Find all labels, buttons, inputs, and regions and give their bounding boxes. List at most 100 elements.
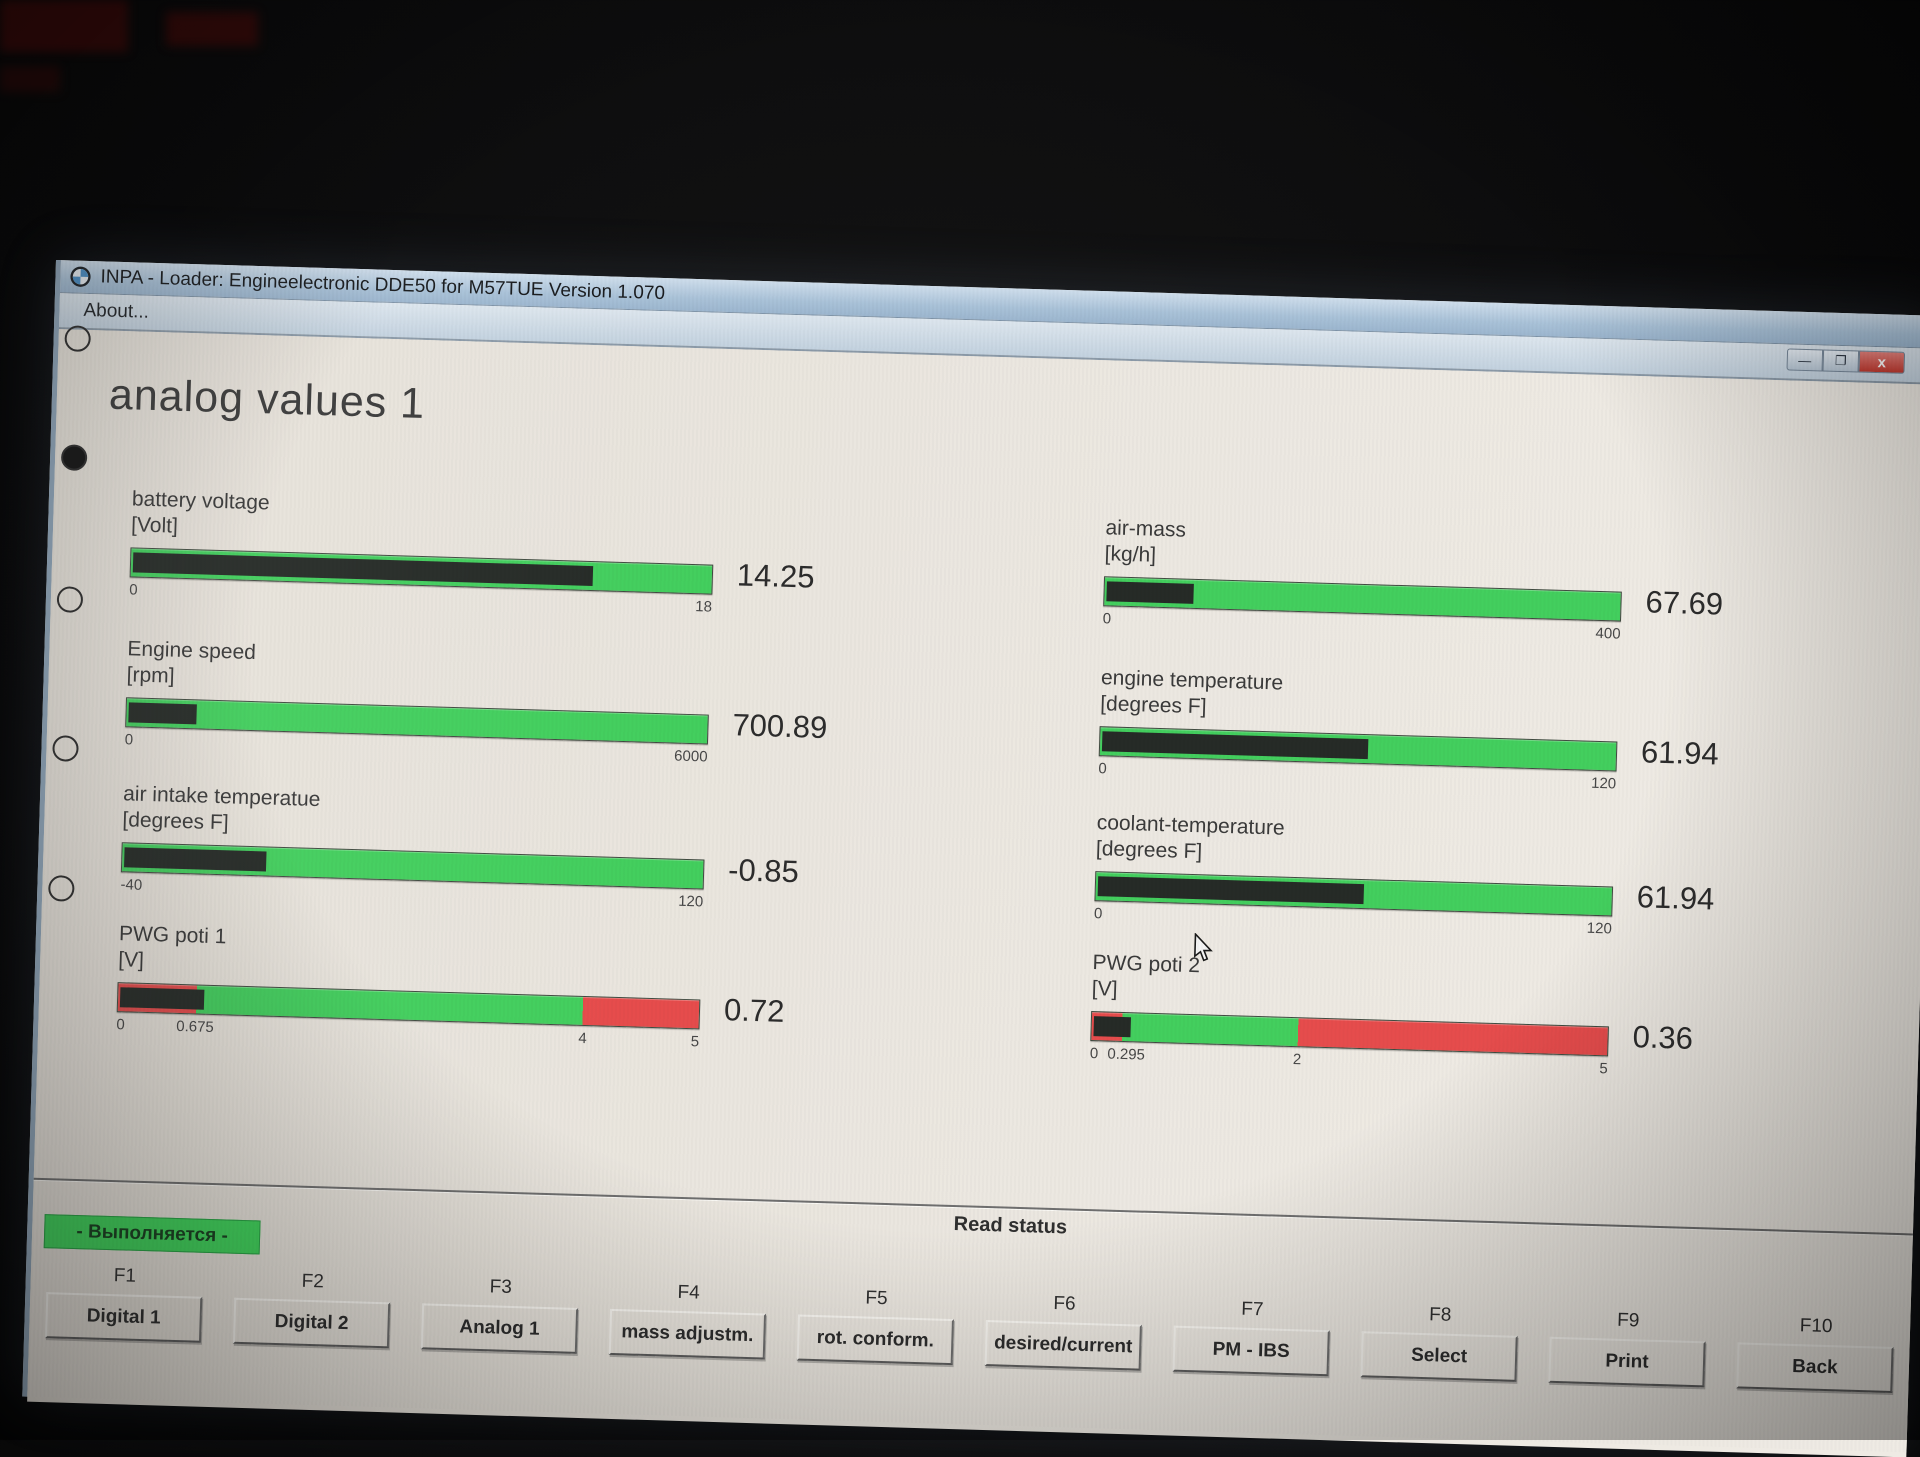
gauge-label: PWG poti 1 [118, 922, 227, 949]
f8-button[interactable]: Select [1360, 1331, 1518, 1382]
scale-label: 120 [677, 892, 704, 911]
gauge-value: 14.25 [736, 557, 816, 595]
maximize-icon[interactable]: ❐ [1822, 349, 1860, 373]
fkey-label: F8 [1428, 1304, 1452, 1326]
gauge-label: PWG poti 2 [1092, 951, 1201, 978]
gauge-value: 0.72 [723, 992, 785, 1029]
gauge-label: Engine speed [127, 637, 257, 665]
f10-button[interactable]: Back [1736, 1342, 1894, 1393]
scale-label: 0 [1093, 905, 1103, 923]
gauge-label: engine temperature [1100, 666, 1284, 695]
scale-label: 120 [1586, 919, 1613, 938]
gauge-pwg-poti-2: PWG poti 2 [V] 0 0.295 2 5 0.36 [1089, 951, 1694, 1091]
fkey-label: F5 [865, 1287, 888, 1310]
gauge-coolant-temperature: coolant-temperature [degrees F] 0 120 61.… [1093, 811, 1715, 951]
f3-button[interactable]: Analog 1 [420, 1303, 579, 1354]
gauge-engine-speed: Engine speed [rpm] 0 6000 700.89 [124, 637, 828, 779]
row-indicator-circle [47, 875, 75, 902]
fkey-label: F3 [489, 1276, 513, 1298]
gauge-air-intake-temperature: air intake temperatue [degrees F] -40 120… [120, 782, 799, 924]
window-controls: — ❐ x [1786, 348, 1906, 374]
scale-label: 400 [1595, 624, 1621, 643]
scale-label: 120 [1590, 774, 1617, 793]
fkey-col-2: F2 Digital 2 [217, 1265, 407, 1349]
f4-button[interactable]: mass adjustm. [608, 1308, 767, 1360]
fkey-row: F1 Digital 1 F2 Digital 2 F3 Analog 1 F4… [29, 1260, 1910, 1394]
scale-label: 6000 [673, 747, 708, 766]
f5-button[interactable]: rot. conform. [796, 1314, 954, 1366]
f2-button[interactable]: Digital 2 [232, 1297, 391, 1349]
gauge-unit: [rpm] [126, 663, 175, 688]
analog-values-panel: analog values 1 battery voltage [Volt] 0… [33, 325, 1920, 1234]
fkey-label: F7 [1240, 1298, 1264, 1321]
fkey-label: F1 [113, 1265, 137, 1287]
fkey-col-6: F6 desired/current [969, 1288, 1159, 1372]
fkey-label: F6 [1053, 1293, 1076, 1315]
gauge-unit: [V] [117, 948, 145, 972]
scale-label: 0 [128, 581, 138, 599]
scale-label: 0 [116, 1016, 125, 1034]
scale-label: 0 [124, 731, 134, 749]
gauge-unit: [degrees F] [1099, 692, 1207, 719]
row-indicator-circle [52, 735, 79, 762]
f1-button[interactable]: Digital 1 [45, 1292, 203, 1343]
fkey-label: F4 [677, 1281, 701, 1304]
gauge-air-mass: air-mass [kg/h] 0 400 67.69 [1102, 516, 1724, 656]
scale-label: 5 [1599, 1060, 1608, 1078]
gauge-value: -0.85 [727, 852, 800, 890]
f7-button[interactable]: PM - IBS [1172, 1325, 1330, 1377]
gauge-value: 700.89 [731, 707, 828, 746]
status-badge: - Выполняется - [43, 1214, 261, 1255]
gauge-label: air-mass [1105, 516, 1187, 542]
gauge-bar-fill [128, 702, 197, 725]
minimize-icon[interactable]: — [1786, 348, 1824, 372]
f9-button[interactable]: Print [1548, 1336, 1706, 1388]
scale-label: 0.295 [1107, 1045, 1146, 1064]
gauge-unit: [V] [1091, 977, 1118, 1001]
gauge-label: coolant-temperature [1096, 811, 1285, 840]
gauge-unit: [degrees F] [122, 808, 229, 835]
fkey-col-9: F9 Print [1532, 1304, 1722, 1388]
gauge-engine-temperature: engine temperature [degrees F] 0 120 61.9… [1098, 666, 1719, 806]
page-title: analog values 1 [108, 370, 426, 429]
gauge-unit: [kg/h] [1104, 542, 1157, 567]
gauge-value: 61.94 [1636, 879, 1715, 917]
gauge-pwg-poti-1: PWG poti 1 [V] 0 0.675 4 5 0.72 [116, 922, 785, 1064]
fkey-label: F9 [1616, 1309, 1640, 1332]
scale-label: -40 [120, 876, 143, 894]
fkey-label: F10 [1799, 1315, 1833, 1338]
row-indicator-circle [64, 325, 92, 353]
gauge-bar-fill [1093, 1016, 1132, 1038]
scale-label: 18 [695, 598, 713, 616]
read-status-label: Read status [953, 1213, 1068, 1239]
menu-about[interactable]: About... [83, 299, 150, 323]
gauge-bar-fill [119, 987, 205, 1010]
scale-label: 0 [1102, 610, 1112, 628]
row-indicator-circle-active [60, 444, 88, 472]
scale-label: 4 [578, 1029, 587, 1048]
close-icon[interactable]: x [1858, 350, 1906, 374]
scale-label: 0 [1098, 760, 1107, 778]
fkey-label: F2 [301, 1270, 325, 1293]
gauge-bar-fill [132, 552, 594, 587]
photo-artifact [166, 12, 258, 46]
scale-label: 0.675 [175, 1017, 215, 1037]
photo-artifact [0, 0, 128, 52]
f6-button[interactable]: desired/current [984, 1320, 1142, 1371]
gauge-value: 67.69 [1645, 584, 1724, 622]
photo-artifact [0, 66, 60, 92]
gauge-value: 0.36 [1632, 1019, 1694, 1056]
fkey-col-8: F8 Select [1344, 1299, 1534, 1383]
row-indicator-circle [56, 586, 84, 613]
gauge-bar-fill [1097, 876, 1365, 905]
gauge-unit: [degrees F] [1095, 837, 1203, 864]
gauge-battery-voltage: battery voltage [Volt] 0 18 14.25 [128, 487, 815, 629]
gauge-label: battery voltage [131, 487, 270, 515]
gauge-label: air intake temperatue [122, 782, 321, 812]
fkey-col-1: F1 Digital 1 [29, 1260, 219, 1344]
gauge-bar-fill [1101, 731, 1369, 760]
fkey-col-3: F3 Analog 1 [405, 1271, 595, 1355]
scale-label: 5 [690, 1033, 700, 1051]
fkey-col-5: F5 rot. conform. [781, 1282, 971, 1366]
scale-label: 2 [1292, 1051, 1302, 1069]
